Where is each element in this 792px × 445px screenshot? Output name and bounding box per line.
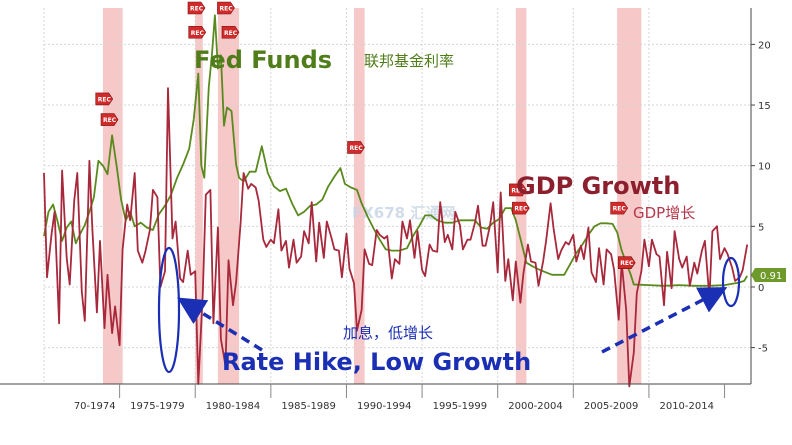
rec-flag-10: REC bbox=[617, 256, 636, 270]
rec-flag-label: REC bbox=[350, 145, 364, 152]
rec-flag-8: REC bbox=[512, 201, 530, 215]
fed-funds-label: Fed Funds bbox=[194, 46, 332, 74]
rec-flag-6: REC bbox=[347, 141, 365, 154]
y-tick-label-1: 0 bbox=[758, 283, 764, 294]
axes bbox=[0, 8, 752, 385]
rec-flag-1: REC bbox=[100, 113, 119, 126]
rec-flag-shape bbox=[221, 25, 240, 39]
x-tick-label-6: 2000-2004 bbox=[508, 401, 563, 412]
last-value-badge-shape bbox=[751, 268, 786, 282]
rec-flag-shape bbox=[512, 201, 530, 215]
x-tick-label-5: 1995-1999 bbox=[433, 401, 488, 412]
rec-flag-shape bbox=[610, 201, 629, 215]
x-tick-label-4: 1990-1994 bbox=[357, 401, 412, 412]
recession-band-1 bbox=[195, 8, 203, 384]
gdp-growth-label: GDP Growth bbox=[516, 172, 680, 200]
rec-flag-shape bbox=[347, 141, 365, 154]
rec-flag-shape bbox=[509, 183, 527, 197]
y-tick-label-0: -5 bbox=[758, 344, 768, 355]
y-tick-label-5: 20 bbox=[758, 40, 771, 51]
rec-flag-label: REC bbox=[103, 117, 117, 124]
rec-flag-label: REC bbox=[98, 96, 112, 103]
rec-flag-label: REC bbox=[514, 206, 528, 213]
x-tick-label-3: 1985-1989 bbox=[281, 401, 336, 412]
y-axis-ticks: -5 0 5 10 15 20 bbox=[751, 40, 771, 355]
x-tick-label-7: 2005-2009 bbox=[584, 401, 639, 412]
rec-flag-shape bbox=[188, 25, 207, 39]
rec-flag-label: REC bbox=[219, 6, 233, 13]
rec-flag-label: REC bbox=[613, 206, 627, 213]
rec-flag-shape bbox=[617, 256, 636, 270]
rec-flag-label: REC bbox=[620, 260, 634, 267]
arrow-to-2016 bbox=[601, 287, 728, 354]
rec-flag-label: REC bbox=[224, 30, 238, 37]
x-tick-label-8: 2010-2014 bbox=[659, 401, 714, 412]
rec-flag-shape bbox=[217, 1, 235, 15]
y-tick-label-2: 5 bbox=[758, 222, 764, 233]
rec-flag-shape bbox=[95, 92, 114, 106]
rec-flag-2: REC bbox=[187, 1, 206, 15]
rec-flag-3: REC bbox=[188, 25, 207, 39]
rate-hike-cn-label: 加息，低增长 bbox=[343, 324, 433, 342]
y-tick-label-4: 15 bbox=[758, 101, 771, 112]
rate-hike-label: Rate Hike, Low Growth bbox=[222, 348, 531, 376]
last-value-badge-text: 0.91 bbox=[760, 271, 782, 282]
x-axis-ticks: 70-1974 1975-1979 1980-1984 1985-1989 1990-1… bbox=[74, 384, 726, 412]
rec-flag-shape bbox=[100, 113, 119, 126]
fed-funds-cn-label: 联邦基金利率 bbox=[364, 52, 454, 70]
rec-flag-0: REC bbox=[95, 92, 114, 106]
rec-flag-7: REC bbox=[509, 183, 527, 197]
rec-flag-shape bbox=[187, 1, 206, 15]
rec-flag-label: REC bbox=[190, 6, 204, 13]
gdp-growth-cn-label: GDP增长 bbox=[633, 204, 695, 222]
x-tick-label-1: 1975-1979 bbox=[130, 401, 185, 412]
x-tick-label-2: 1980-1984 bbox=[206, 401, 261, 412]
x-tick-label-0: 70-1974 bbox=[74, 401, 116, 412]
last-value-badge: 0.91 bbox=[751, 268, 786, 282]
y-tick-label-3: 10 bbox=[758, 162, 771, 173]
watermark: FX678 汇通网 bbox=[352, 204, 455, 222]
highlight-ellipse-1980s bbox=[157, 246, 181, 374]
rec-flag-label: REC bbox=[511, 187, 525, 194]
series-line-fed-funds bbox=[43, 14, 748, 287]
rec-flag-5: REC bbox=[221, 25, 240, 39]
rec-flag-9: REC bbox=[610, 201, 629, 215]
recession-band-5 bbox=[617, 8, 642, 384]
rec-flag-4: REC bbox=[217, 1, 235, 15]
rec-flag-label: REC bbox=[191, 30, 205, 37]
highlight-ellipse-2016 bbox=[721, 256, 741, 308]
recession-flags: REC REC REC REC REC REC REC REC REC REC REC bbox=[95, 1, 636, 270]
